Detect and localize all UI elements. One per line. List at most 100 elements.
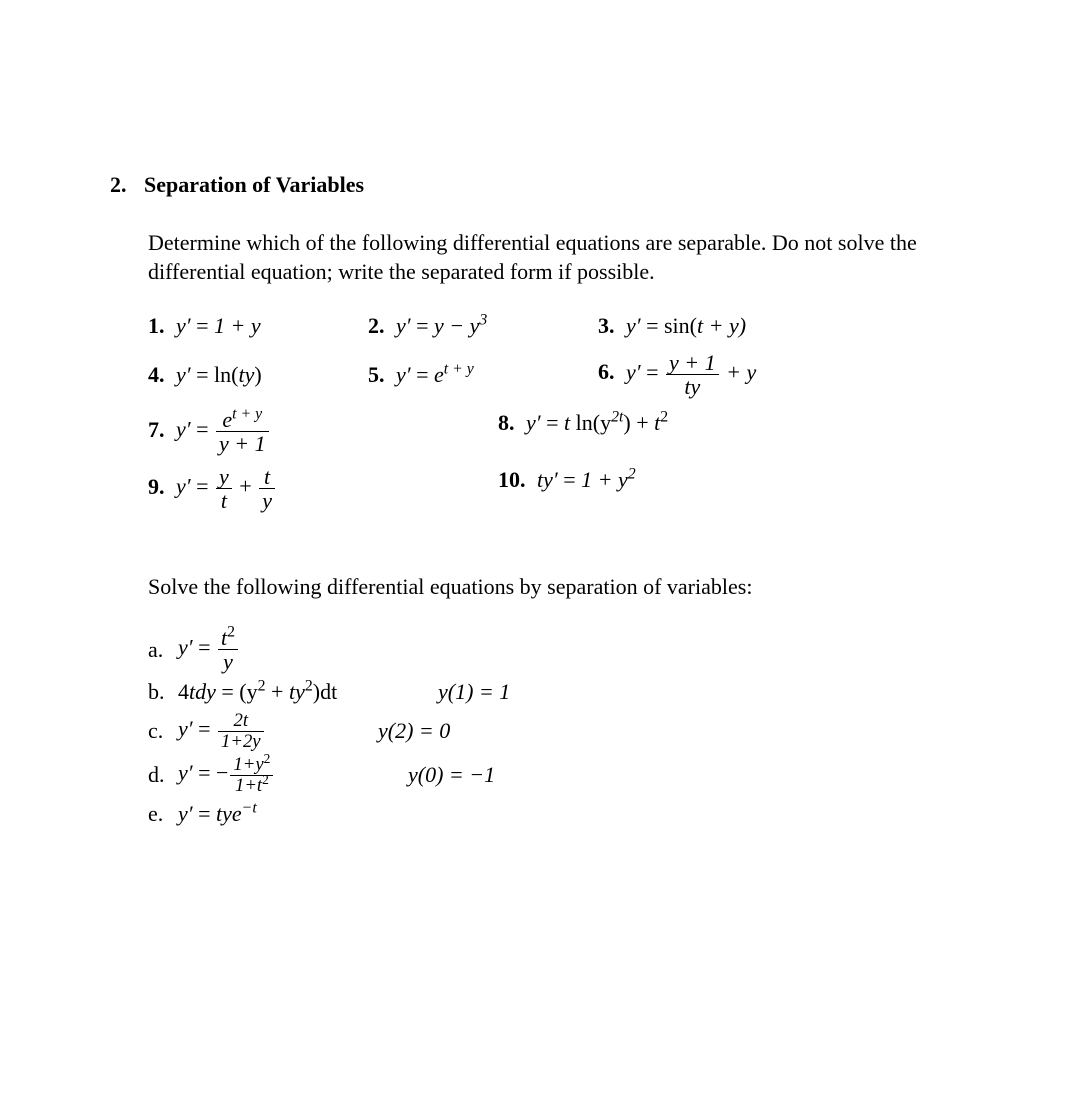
problem-8: 8. y′ = t ln(y2t) + t2 [498,408,898,455]
problem-d-neg: − [216,760,228,785]
section-title: Separation of Variables [144,172,364,197]
problem-e-lhs: y′ [178,801,193,826]
problem-7-lhs: y′ [176,417,191,442]
instructions-1: Determine which of the following differe… [148,228,970,287]
problem-d-lhs: y′ [178,760,193,785]
problem-1-lhs: y′ [176,313,191,338]
problem-9-f2t: t [259,465,275,489]
problem-7-num: 7. [148,417,165,442]
problem-4-lhs: y′ [176,362,191,387]
problem-d-lab: d. [148,760,178,790]
problem-7: 7. y′ = et + y y + 1 [148,408,498,455]
problem-9-f1t: y [216,465,232,489]
problem-a-lhs: y′ [178,635,193,660]
problem-1-rhs: 1 + y [214,313,261,338]
page: 2.Separation of Variables Determine whic… [0,0,1080,829]
problem-c: c. y′ = 2t 1+2y y(2) = 0 [148,711,970,751]
equation-grid-1: 1. y′ = 1 + y 2. y′ = y − y3 3. y′ = sin… [148,311,970,398]
problem-e-lab: e. [148,799,178,829]
problem-7-top-base: e [222,407,232,432]
problem-3-lhs: y′ [626,313,641,338]
problem-list-2: a. y′ = t2 y b. 4tdy = (y2 + ty2)dt y(1)… [148,626,970,829]
problem-c-lhs: y′ [178,716,193,741]
problem-b-b: tdy [189,679,216,704]
problem-c-ic: y(2) = 0 [378,716,450,746]
problem-4-c: ) [254,362,261,387]
section-header: 2.Separation of Variables [110,170,970,200]
problem-c-top: 2t [218,711,264,732]
problem-a-lab: a. [148,635,178,665]
problem-4-a: ln( [214,362,238,387]
problem-e-rhs: tye [216,801,242,826]
problem-6-num: 6. [598,359,615,384]
problem-a-top-exp: 2 [227,624,235,641]
problem-5-base: e [434,362,444,387]
problem-c-lab: c. [148,716,178,746]
section-number: 2. [110,170,144,200]
problem-e: e. y′ = tye−t [148,799,970,829]
problem-7-bot: y + 1 [216,432,269,455]
problem-6-bot: ty [666,375,719,398]
problem-2: 2. y′ = y − y3 [368,311,598,341]
problem-1: 1. y′ = 1 + y [148,311,368,341]
problem-b: b. 4tdy = (y2 + ty2)dt y(1) = 1 [148,677,970,707]
problem-4-b: ty [238,362,254,387]
problem-b-c: = (y [216,679,258,704]
problem-b-a: 4 [178,679,189,704]
problem-d-top: 1+y [233,754,263,775]
problem-b-e: + [266,679,289,704]
problem-d-ic: y(0) = −1 [408,760,495,790]
problem-6: 6. y′ = y + 1ty + y [598,351,898,398]
problem-5: 5. y′ = et + y [368,360,598,390]
problem-d-bot: 1+t [235,775,262,796]
problem-8-exp2: 2 [660,409,668,426]
problem-5-exp: t + y [444,360,474,377]
problem-9: 9. y′ = yt + ty [148,465,498,512]
problem-5-lhs: y′ [396,362,411,387]
problem-b-lab: b. [148,677,178,707]
problem-2-num: 2. [368,313,385,338]
problem-2-rhs: y − y [434,313,479,338]
problem-8-num: 8. [498,410,515,435]
problem-3-a: sin( [664,313,697,338]
problem-6-top: y + 1 [666,351,719,375]
problem-b-g: 2 [305,678,313,695]
problem-10-lhs: ty′ [537,467,558,492]
problem-b-d: 2 [258,678,266,695]
problem-8-b: ln(y [570,410,611,435]
instructions-2: Solve the following differential equatio… [148,572,970,602]
problem-a: a. y′ = t2 y [148,626,970,673]
problem-a-bot: y [218,650,238,673]
problem-5-num: 5. [368,362,385,387]
problem-6-lhs: y′ [626,359,641,384]
problem-3-c: + y) [703,313,746,338]
problem-9-lhs: y′ [176,474,191,499]
problem-3-num: 3. [598,313,615,338]
problem-4: 4. y′ = ln(ty) [148,360,368,390]
problem-2-exp: 3 [479,312,487,329]
problem-d: d. y′ = − 1+y2 1+t2 y(0) = −1 [148,755,970,795]
content: Determine which of the following differe… [148,228,970,829]
problem-10: 10. ty′ = 1 + y2 [498,465,898,512]
problem-9-num: 9. [148,474,165,499]
problem-9-f2b: y [259,489,275,512]
problem-8-c: ) + [623,410,654,435]
equation-grid-2: 7. y′ = et + y y + 1 8. y′ = t ln(y2t) +… [148,408,970,512]
problem-10-rhs: 1 + y [581,467,628,492]
problem-d-top-exp: 2 [264,751,271,766]
problem-10-exp: 2 [628,466,636,483]
problem-8-exp1: 2t [611,409,623,426]
problem-d-bot-exp: 2 [262,772,269,787]
problem-3: 3. y′ = sin(t + y) [598,311,898,341]
problem-8-lhs: y′ [526,410,541,435]
problem-c-bot: 1+2y [218,732,264,752]
problem-b-h: )dt [313,679,337,704]
problem-2-lhs: y′ [396,313,411,338]
problem-b-ic: y(1) = 1 [438,677,510,707]
problem-b-f: ty [289,679,305,704]
problem-9-f1b: t [216,489,232,512]
problem-4-num: 4. [148,362,165,387]
problem-e-exp: −t [242,800,257,817]
problem-1-num: 1. [148,313,165,338]
problem-10-num: 10. [498,467,526,492]
